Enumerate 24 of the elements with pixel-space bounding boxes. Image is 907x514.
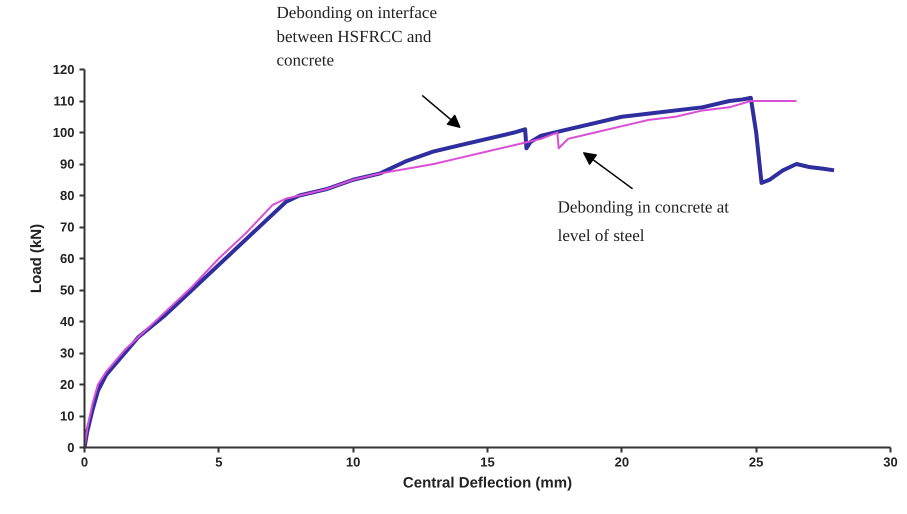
x-tick-label: 25 [748, 454, 764, 470]
annotation: Debonding in concrete at level of steel [558, 198, 730, 246]
y-tick-label: 10 [60, 408, 75, 424]
x-tick-label: 20 [614, 454, 630, 470]
x-tick-label: 10 [346, 454, 360, 470]
y-tick-label: 120 [52, 62, 75, 77]
x-tick-label: 5 [215, 454, 222, 470]
y-tick-label: 30 [60, 346, 75, 360]
y-tick-label: 100 [52, 125, 75, 140]
y-tick-label: 20 [60, 377, 75, 392]
y-tick-label: 110 [54, 94, 75, 108]
x-tick-label: 30 [883, 454, 898, 470]
x-tick-label: 0 [80, 454, 88, 470]
y-tick-label: 70 [60, 220, 75, 234]
y-tick-label: 40 [60, 314, 75, 329]
x-axis-title: Central Deflection (mm) [402, 474, 572, 492]
y-tick-label: 0 [67, 440, 75, 455]
y-tick-label: 80 [60, 188, 75, 203]
y-axis-title: Load (kN) [28, 224, 45, 294]
y-tick-label: 60 [60, 251, 75, 266]
x-tick-label: 15 [480, 454, 495, 470]
y-tick-label: 50 [60, 282, 75, 298]
text: Debonding on interface between HSFRCC and concrete [276, 3, 437, 70]
y-tick-label: 90 [60, 156, 75, 172]
